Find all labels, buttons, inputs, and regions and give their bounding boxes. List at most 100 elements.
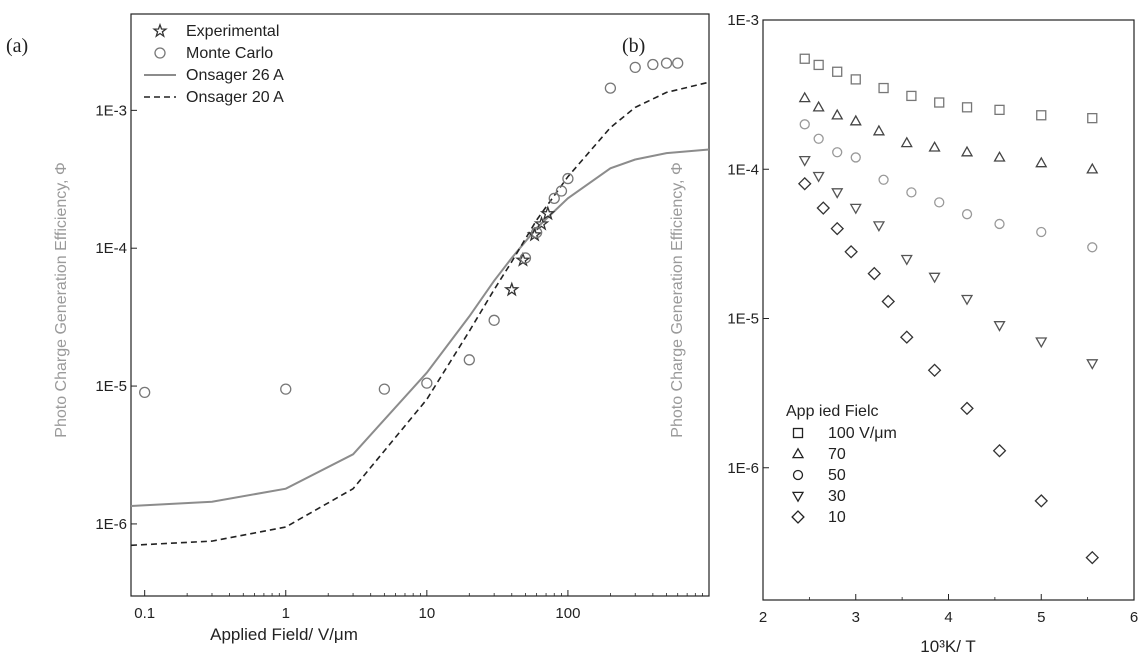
panel-a-x-tick-label: 0.1	[134, 605, 155, 622]
panel-b-data-point	[992, 443, 1007, 458]
panel-b-data-point	[812, 100, 825, 112]
panel-a-x-tick-label: 1	[282, 605, 290, 622]
panel-b-data-point	[812, 171, 825, 183]
panel-b-data-point	[961, 209, 973, 220]
panel-b-data-point	[960, 401, 974, 416]
panel-b-data-point	[832, 147, 843, 158]
panel-b-data-point	[993, 150, 1006, 162]
panel-a-data-point	[555, 185, 568, 197]
panel-b-legend-icon	[792, 427, 804, 439]
panel-b-data-point	[927, 363, 942, 378]
panel-a-legend-star-icon	[152, 22, 168, 38]
panel-b-legend-icon	[791, 447, 805, 459]
panel-b-data-point	[994, 104, 1005, 116]
panel-a-data-point	[526, 226, 543, 242]
panel-b-y-tick-label: 1E-5	[727, 311, 759, 328]
panel-a-legend-label: Experimental	[186, 23, 279, 40]
panel-b-data-point	[1034, 494, 1049, 508]
panel-a-y-axis-label: Photo Charge Generation Efficiency, Φ	[53, 162, 70, 437]
panel-b-data-point	[849, 203, 862, 215]
panel-a-data-point	[503, 281, 520, 297]
panel-a-data-point	[421, 377, 433, 389]
panel-b-data-point	[872, 124, 886, 136]
panel-b-data-point	[1087, 242, 1098, 253]
panel-b-plot-frame	[762, 19, 1135, 601]
panel-b-data-point	[878, 174, 889, 185]
panel-b-data-point	[961, 102, 973, 113]
panel-b-data-point	[881, 294, 896, 309]
panel-a-data-point	[139, 386, 151, 399]
panel-b-legend-label: 10	[828, 509, 846, 526]
panel-b-legend-icon	[792, 469, 804, 481]
panel-a-series-line	[130, 81, 710, 547]
panel-a-data-point	[378, 383, 391, 395]
panel-b-data-point	[1035, 156, 1048, 168]
panel-b-data-point	[1036, 110, 1047, 121]
panel-b-data-point	[878, 82, 889, 94]
panel-b-data-point	[849, 114, 862, 126]
panel-b-legend-label: 70	[828, 446, 846, 463]
panel-b-data-point	[1086, 359, 1099, 370]
panel-b-data-point	[816, 201, 831, 215]
panel-a-data-point	[562, 172, 574, 185]
panel-b-data-point	[831, 108, 844, 120]
panel-b-x-tick-label: 2	[759, 609, 767, 626]
panel-b-data-point	[1085, 550, 1100, 565]
panel-a-x-axis-label: Applied Field/ V/μm	[210, 625, 358, 644]
panel-b-data-point	[1086, 162, 1099, 174]
panel-b-data-point	[832, 66, 843, 77]
panel-a-data-point	[672, 57, 684, 69]
panel-b-data-point	[844, 244, 858, 259]
panel-a-data-point	[519, 252, 532, 264]
panel-b-legend-icon	[791, 510, 805, 524]
panel-a-y-tick-label: 1E-5	[95, 378, 127, 395]
panel-b-data-point	[1035, 337, 1048, 349]
panel-a-y-tick-label: 1E-4	[95, 240, 127, 257]
panel-b-y-axis-label: Photo Charge Generation Efficiency, Φ	[669, 162, 686, 437]
panel-a-data-point	[647, 58, 659, 71]
panel-b-data-point	[798, 155, 811, 167]
panel-b-plot: 2 3 4 5 6 1E-6 1E-5 1E-4 1E-3 App ied Fielc 100 V/…	[727, 12, 1138, 626]
panel-b-legend-icon	[791, 491, 805, 503]
panel-b-data-point	[797, 176, 812, 191]
panel-a-data-point	[530, 226, 543, 239]
panel-a-data-point	[629, 61, 641, 74]
panel-b-legend-label: 100 V/μm	[828, 425, 897, 442]
panel-b-data-point	[899, 330, 914, 344]
panel-a-legend-label: Onsager 26 A	[186, 67, 284, 84]
panel-a-label: (a)	[6, 35, 28, 57]
panel-b-data-point	[830, 221, 845, 236]
panel-b-data-point	[799, 53, 810, 64]
panel-a-data-point	[488, 314, 500, 326]
panel-b-data-point	[934, 97, 945, 108]
panel-b-data-point	[960, 145, 974, 157]
panel-b-data-point	[960, 294, 974, 306]
panel-b-x-tick-label: 5	[1037, 609, 1045, 626]
panel-b-label: (b)	[622, 35, 645, 57]
panel-b-data-point	[798, 91, 811, 103]
panel-b-data-point	[1036, 226, 1047, 238]
panel-b-data-point	[928, 272, 941, 284]
panel-b-data-point	[850, 74, 861, 85]
panel-a-data-point	[604, 82, 617, 94]
panel-b-y-tick-label: 1E-3	[727, 12, 759, 29]
panel-b-data-point	[994, 218, 1005, 230]
panel-b-data-point	[850, 152, 861, 163]
panel-b-data-point	[813, 133, 824, 144]
panel-a-plot: 0.1 1 10 100 1E-6 1E-5 1E-4 1E-3 Experimental Mon…	[95, 13, 710, 622]
panel-b-y-tick-label: 1E-4	[727, 161, 759, 178]
panel-b-data-point	[813, 59, 824, 71]
panel-b-legend-title: App ied Fielc	[786, 403, 879, 420]
panel-b-data-point	[934, 197, 945, 208]
panel-a-data-point	[539, 205, 556, 221]
panel-a-series-line	[130, 148, 710, 507]
panel-b-data-point	[872, 221, 886, 233]
panel-a-legend-label: Monte Carlo	[186, 45, 273, 62]
panel-a-y-tick-label: 1E-6	[95, 516, 127, 533]
panel-a-x-tick-label: 100	[555, 605, 580, 622]
panel-b-data-point	[906, 187, 917, 198]
panel-b-x-tick-label: 6	[1130, 609, 1138, 626]
panel-a-data-point	[515, 251, 531, 267]
panel-b-legend-label: 30	[828, 488, 846, 505]
panel-a-legend-circle-icon	[154, 47, 166, 59]
